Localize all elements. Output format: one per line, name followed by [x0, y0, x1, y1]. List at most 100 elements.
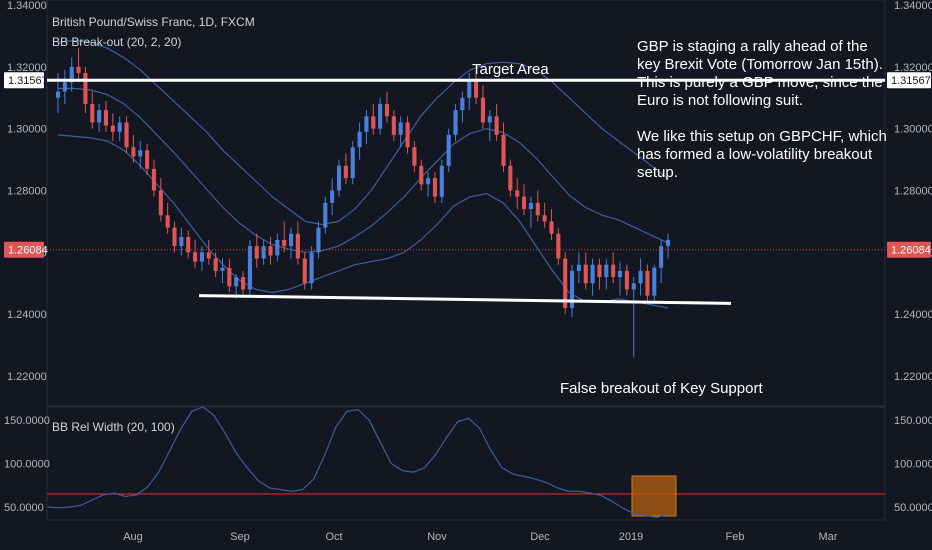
- candle-body: [364, 116, 369, 132]
- last-price-tag-right-bg: [887, 241, 931, 258]
- candle-body: [131, 147, 136, 157]
- candle-body: [659, 246, 664, 268]
- sub-y-tick-label-left: 100.0000: [4, 459, 50, 471]
- candle-body: [645, 270, 650, 296]
- y-tick-label-left: 1.22000: [7, 371, 47, 383]
- candle-body: [220, 267, 225, 271]
- bb-middle-band: [58, 87, 669, 253]
- candle-body: [597, 264, 602, 278]
- candle-body: [398, 122, 403, 135]
- target-area-label: Target Area: [472, 61, 549, 78]
- sub-y-tick-label-left: 50.0000: [4, 502, 44, 514]
- candle-body: [384, 103, 390, 117]
- candle-body: [494, 116, 499, 135]
- candle-body: [186, 236, 191, 253]
- x-tick-label: Feb: [726, 531, 745, 543]
- candle-body: [97, 110, 102, 123]
- last-price-tag-right: 1.26084: [891, 245, 931, 257]
- indicator-main-label: BB Break-out (20, 2, 20): [52, 35, 182, 49]
- candle-body: [480, 97, 485, 123]
- key-support-line: [198, 294, 732, 305]
- candle-body: [282, 239, 287, 247]
- candle-body: [295, 233, 300, 259]
- candle-body: [330, 190, 335, 203]
- last-price-tag-left-bg: [4, 241, 44, 258]
- candle-body: [412, 147, 417, 166]
- candle-body: [652, 267, 657, 296]
- sub-y-tick-label: 100.0000: [894, 459, 932, 471]
- candle-body: [508, 165, 513, 191]
- candle-body: [515, 190, 520, 197]
- bb-rel-width-line: [47, 406, 669, 519]
- target-price-tag-right-bg: [887, 72, 931, 89]
- candle-body: [179, 236, 184, 247]
- y-tick-label-left: 1.28000: [7, 186, 47, 198]
- candle-body: [83, 73, 88, 104]
- y-tick-label: 1.30000: [894, 124, 932, 136]
- y-tick-label: 1.24000: [894, 309, 932, 321]
- candle-body: [604, 264, 609, 278]
- candle-body: [268, 246, 273, 256]
- candle-body: [247, 246, 252, 290]
- candle-body: [549, 221, 554, 234]
- y-tick-label-left: 1.30000: [7, 124, 47, 136]
- bb-upper-band: [57, 39, 669, 226]
- candle-body: [419, 165, 424, 185]
- y-tick-label: 1.34000: [894, 0, 932, 12]
- candle-body: [371, 116, 376, 129]
- candle-body: [611, 264, 616, 278]
- candle-body: [62, 82, 67, 92]
- indicator-sub-label: BB Rel Width (20, 100): [52, 420, 175, 434]
- candle-body: [110, 125, 115, 132]
- candle-body: [583, 264, 588, 284]
- candle-body: [151, 168, 157, 191]
- y-tick-label: 1.32000: [894, 62, 932, 74]
- candle-body: [145, 150, 150, 169]
- x-tick-label: Dec: [530, 531, 550, 543]
- false-breakout-label: False breakout of Key Support: [560, 380, 763, 397]
- target-price-tag-left: 1.31567: [8, 75, 48, 87]
- candle-body: [165, 215, 170, 228]
- low-volatility-highlight: [631, 475, 677, 517]
- candle-body: [439, 165, 444, 197]
- candle-body: [241, 277, 246, 290]
- commentary-text: GBP is staging a rally ahead of the key …: [637, 38, 887, 181]
- candle-body: [556, 233, 561, 259]
- bb-lower-band: [57, 134, 669, 309]
- candle-body: [467, 79, 472, 98]
- candle-body: [638, 270, 643, 284]
- candle-body: [624, 270, 629, 290]
- candle-body: [90, 103, 95, 123]
- candle-body: [528, 202, 533, 210]
- candle-body: [563, 258, 568, 308]
- candle-body: [117, 122, 122, 132]
- y-tick-label-left: 1.24000: [7, 309, 47, 321]
- candle-body: [378, 103, 383, 129]
- candle-body: [617, 270, 623, 278]
- candle-body: [460, 97, 465, 111]
- target-price-tag-right: 1.31567: [891, 75, 931, 87]
- candle-body: [391, 116, 396, 135]
- candle-body: [522, 196, 527, 210]
- candle-body: [103, 110, 109, 126]
- candle-body: [69, 66, 74, 83]
- y-tick-label-left: 1.32000: [7, 62, 47, 74]
- candle-body: [569, 270, 575, 308]
- candle-body: [199, 252, 204, 262]
- x-tick-label: 2019: [619, 531, 643, 543]
- candle-body: [138, 150, 143, 157]
- main-pane-frame: [46, 0, 886, 407]
- candle-body: [590, 264, 595, 284]
- sub-y-tick-label: 50.0000: [894, 502, 932, 514]
- candle-body: [405, 122, 410, 148]
- candle-body: [535, 202, 540, 216]
- candle-body: [234, 277, 239, 287]
- sub-pane-frame: [46, 406, 886, 521]
- x-tick-label: Mar: [819, 531, 838, 543]
- y-tick-label: 1.28000: [894, 186, 932, 198]
- candle-body: [501, 134, 506, 166]
- candle-body: [336, 165, 342, 191]
- candle-body: [227, 267, 232, 287]
- y-tick-label: 1.22000: [894, 371, 932, 383]
- candle-body: [474, 79, 479, 98]
